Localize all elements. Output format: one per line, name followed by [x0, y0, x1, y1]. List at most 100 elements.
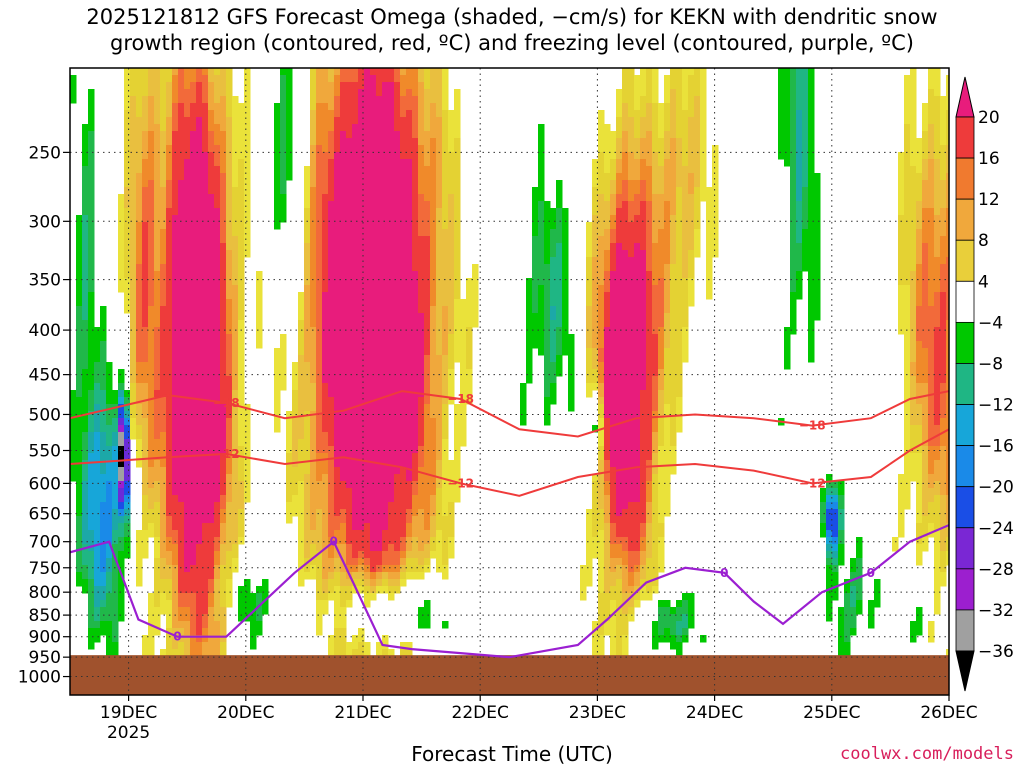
omega-cell — [562, 285, 569, 293]
omega-cell — [202, 558, 209, 566]
omega-cell — [172, 628, 179, 636]
omega-cell — [148, 446, 155, 454]
omega-cell — [238, 250, 245, 258]
omega-cell — [424, 614, 431, 622]
omega-cell — [316, 124, 323, 132]
omega-cell — [100, 341, 107, 349]
omega-cell — [556, 243, 563, 251]
omega-cell — [292, 362, 299, 370]
omega-cell — [622, 159, 629, 167]
omega-cell — [136, 558, 143, 566]
omega-cell — [532, 271, 539, 279]
omega-cell — [418, 432, 425, 440]
omega-cell — [424, 551, 431, 559]
omega-cell — [220, 222, 227, 230]
omega-cell — [232, 138, 239, 146]
omega-cell — [148, 180, 155, 188]
omega-cell — [442, 516, 449, 524]
omega-cell — [442, 509, 449, 517]
omega-cell — [598, 257, 605, 265]
omega-cell — [364, 383, 371, 391]
omega-cell — [352, 110, 359, 118]
omega-cell — [418, 243, 425, 251]
omega-cell — [130, 348, 137, 356]
omega-cell — [112, 523, 119, 531]
omega-cell — [298, 348, 305, 356]
omega-cell — [190, 229, 197, 237]
omega-cell — [226, 145, 233, 153]
omega-cell — [352, 271, 359, 279]
omega-cell — [238, 306, 245, 314]
omega-cell — [382, 194, 389, 202]
omega-cell — [214, 355, 221, 363]
omega-cell — [196, 257, 203, 265]
omega-cell — [598, 313, 605, 321]
omega-cell — [310, 432, 317, 440]
omega-cell — [244, 75, 251, 83]
omega-cell — [286, 145, 293, 153]
omega-cell — [610, 236, 617, 244]
omega-cell — [310, 96, 317, 104]
omega-cell — [256, 334, 263, 342]
omega-cell — [112, 586, 119, 594]
omega-cell — [220, 397, 227, 405]
omega-cell — [172, 558, 179, 566]
omega-cell — [76, 250, 83, 258]
omega-cell — [112, 488, 119, 496]
omega-cell — [532, 334, 539, 342]
omega-cell — [424, 509, 431, 517]
omega-cell — [394, 187, 401, 195]
omega-cell — [172, 264, 179, 272]
omega-cell — [172, 607, 179, 615]
omega-cell — [436, 243, 443, 251]
omega-cell — [370, 236, 377, 244]
omega-cell — [286, 82, 293, 90]
omega-cell — [436, 68, 443, 76]
omega-cell — [190, 299, 197, 307]
omega-cell — [154, 572, 161, 580]
omega-cell — [538, 124, 545, 132]
omega-cell — [346, 558, 353, 566]
omega-cell — [310, 222, 317, 230]
omega-cell — [406, 320, 413, 328]
omega-cell — [130, 362, 137, 370]
omega-cell — [370, 558, 377, 566]
omega-cell — [238, 124, 245, 132]
omega-cell — [250, 635, 257, 643]
omega-cell — [76, 453, 83, 461]
omega-cell — [334, 551, 341, 559]
omega-cell — [400, 278, 407, 286]
omega-cell — [448, 173, 455, 181]
omega-cell — [328, 397, 335, 405]
omega-cell — [394, 194, 401, 202]
omega-cell — [394, 306, 401, 314]
omega-cell — [418, 215, 425, 223]
omega-cell — [244, 201, 251, 209]
omega-cell — [76, 362, 83, 370]
omega-cell — [616, 362, 623, 370]
omega-cell — [298, 558, 305, 566]
omega-cell — [334, 124, 341, 132]
omega-cell — [238, 432, 245, 440]
omega-cell — [358, 362, 365, 370]
omega-cell — [352, 530, 359, 538]
omega-cell — [82, 586, 89, 594]
omega-cell — [346, 138, 353, 146]
omega-cell — [586, 327, 593, 335]
omega-cell — [208, 292, 215, 300]
omega-cell — [94, 523, 101, 531]
omega-cell — [304, 376, 311, 384]
omega-cell — [100, 593, 107, 601]
omega-cell — [604, 264, 611, 272]
omega-cell — [310, 215, 317, 223]
omega-cell — [142, 82, 149, 90]
omega-cell — [208, 187, 215, 195]
omega-cell — [328, 68, 335, 76]
omega-cell — [454, 306, 461, 314]
omega-cell — [598, 446, 605, 454]
omega-cell — [100, 446, 107, 454]
omega-cell — [196, 222, 203, 230]
omega-cell — [94, 586, 101, 594]
omega-cell — [604, 495, 611, 503]
omega-cell — [148, 166, 155, 174]
